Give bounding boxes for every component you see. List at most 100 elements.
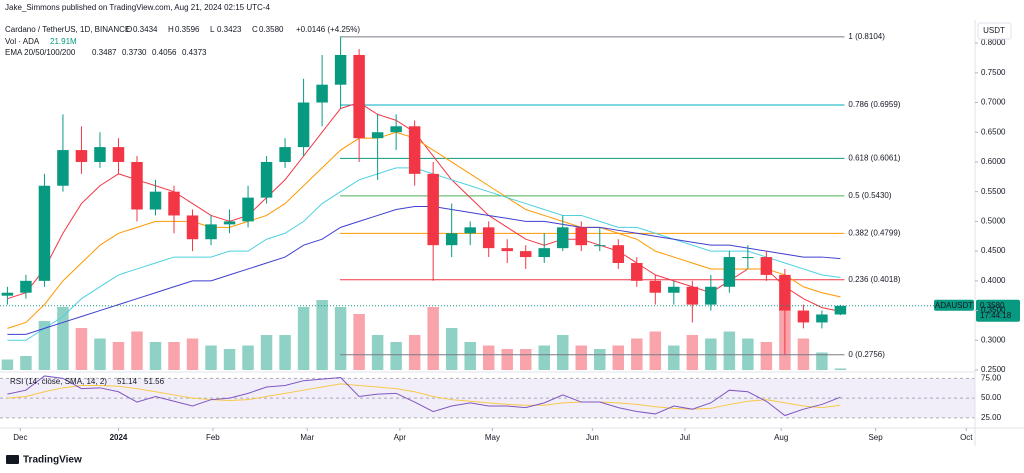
y-tick-label: 0.6000 <box>981 157 1006 166</box>
volume-bar <box>94 338 106 370</box>
candle-body <box>149 191 162 210</box>
volume-bar <box>112 342 125 370</box>
volume-bar <box>149 342 162 370</box>
price-tag-price: 0.3580 <box>980 301 1005 310</box>
volume-bar <box>612 345 625 370</box>
candle-body <box>649 280 662 293</box>
candle-body <box>538 248 550 258</box>
volume-bar <box>57 307 69 370</box>
candle-body <box>834 305 847 315</box>
volume-bar <box>538 345 550 370</box>
volume-bar <box>260 335 273 370</box>
x-tick-label: Aug <box>774 433 788 442</box>
ohlc-value: 0.3434 <box>133 25 158 34</box>
candle-body <box>131 161 143 210</box>
fib-label: 0.5 (0.5430) <box>848 191 891 200</box>
candle-body <box>816 314 828 323</box>
candle-body <box>594 245 606 247</box>
brand-logo <box>6 455 19 464</box>
volume-bar <box>649 331 662 370</box>
volume-bar <box>575 345 587 370</box>
ema-line <box>7 167 841 341</box>
candle-body <box>445 233 458 246</box>
ema-value: 0.4373 <box>182 48 207 57</box>
candle-body <box>20 280 32 293</box>
currency[interactable]: USDT <box>983 26 1005 35</box>
y-tick-label: 0.3000 <box>981 335 1006 344</box>
candle-body <box>557 227 569 249</box>
ohlc-key: C <box>252 25 258 34</box>
price-tag-countdown: 17:44:18 <box>980 311 1012 320</box>
candle-body <box>168 191 180 216</box>
volume-bar <box>557 335 569 370</box>
candle-body <box>353 54 365 139</box>
volume-bar <box>131 331 143 370</box>
volume-bar <box>223 349 236 370</box>
volume-bar <box>408 335 421 370</box>
y-tick-label: 0.2500 <box>981 365 1006 374</box>
candle-body <box>742 257 754 259</box>
rsi-tick-label: 50.00 <box>981 393 1002 402</box>
x-tick-label: Sep <box>868 433 883 442</box>
volume-bar <box>501 349 513 370</box>
volume-bar <box>797 338 810 370</box>
volume-bar <box>279 335 291 370</box>
volume-bar <box>353 314 365 370</box>
volume-bar <box>20 356 32 370</box>
volume-bar <box>519 349 532 370</box>
volume-bar <box>75 328 88 370</box>
y-tick-label: 0.3500 <box>981 306 1006 315</box>
candle-body <box>223 221 236 225</box>
ema-line <box>7 206 841 335</box>
volume-bar <box>1 359 14 370</box>
volume-bar <box>834 368 847 370</box>
x-tick-label: Oct <box>960 433 973 442</box>
candle-body <box>760 257 773 275</box>
volume-bar <box>668 345 680 370</box>
candle-body <box>57 150 69 186</box>
candle-body <box>316 84 328 103</box>
volume-bar <box>686 335 699 370</box>
volume-bar <box>760 342 773 370</box>
volume-bar <box>371 335 384 370</box>
rsi-tick-label: 25.00 <box>981 413 1002 422</box>
candle-body <box>94 147 106 162</box>
volume-bar <box>186 338 199 370</box>
candle-body <box>779 274 791 311</box>
candle-body <box>408 126 421 174</box>
candle-body <box>260 161 273 198</box>
volume-bar <box>594 349 606 370</box>
volume-bar <box>38 321 51 370</box>
volume-bar <box>742 338 754 370</box>
volume-bar <box>168 342 180 370</box>
x-tick-label: Feb <box>206 433 220 442</box>
candle-body <box>38 185 51 281</box>
price-tag-symbol: ADAUSDT <box>935 301 973 310</box>
candle-body <box>390 126 402 133</box>
volume-bar <box>297 307 310 370</box>
candle-body <box>75 150 88 162</box>
candle-body <box>797 310 810 323</box>
x-tick-label: May <box>485 433 500 442</box>
fib-label: 0.236 (0.4018) <box>848 275 900 284</box>
volume-label: Vol · ADA <box>5 37 40 46</box>
currency-box[interactable] <box>977 22 1012 40</box>
y-tick-label: 0.5500 <box>981 187 1006 196</box>
y-tick-label: 0.7500 <box>981 68 1006 77</box>
x-tick-label: 2024 <box>110 433 128 442</box>
candle-body <box>482 227 495 249</box>
ohlc-value: 0.3580 <box>259 25 284 34</box>
fib-label: 0.786 (0.6959) <box>848 100 900 109</box>
ohlc-key: L <box>210 25 215 34</box>
volume-bar <box>445 328 458 370</box>
legend: Jake_Simmons published on TradingView.co… <box>5 3 360 386</box>
candle-body <box>668 286 680 293</box>
change: +0.0146 (+4.25%) <box>296 25 360 34</box>
x-tick-label: Mar <box>300 433 314 442</box>
volume-bar <box>482 345 495 370</box>
publisher: Jake_Simmons published on TradingView.co… <box>5 3 270 12</box>
candle-body <box>427 173 439 246</box>
ohlc-key: O <box>126 25 132 34</box>
